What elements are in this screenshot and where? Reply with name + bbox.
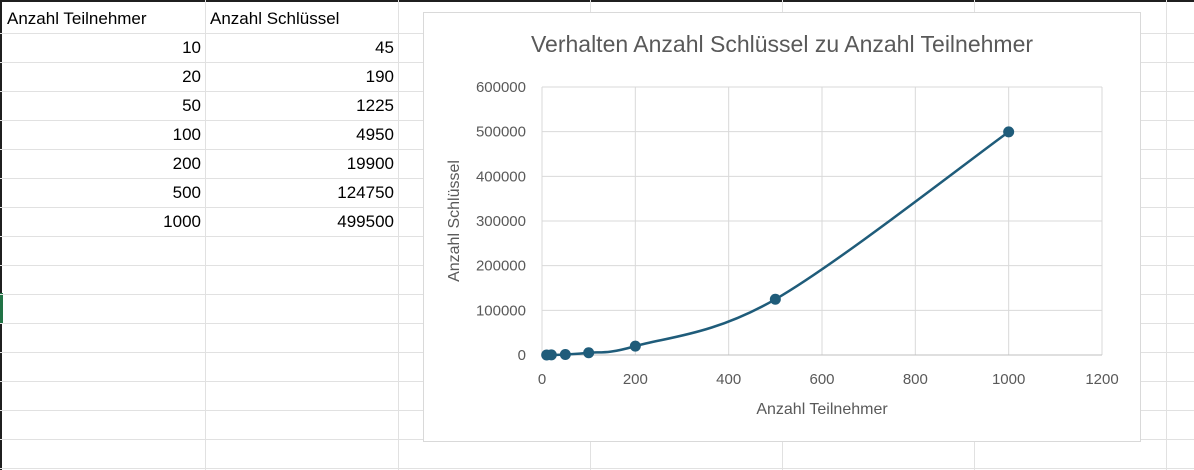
window-top-border — [0, 0, 1194, 2]
cell-teilnehmer[interactable]: 500 — [172, 183, 201, 202]
y-tick-label: 300000 — [476, 213, 526, 230]
y-axis-title: Anzahl Schlüssel — [446, 160, 463, 282]
cell-schluessel[interactable]: 45 — [375, 38, 394, 57]
cell-schluessel[interactable]: 1225 — [356, 96, 394, 115]
chart[interactable]: Verhalten Anzahl Schlüssel zu Anzahl Tei… — [423, 12, 1141, 442]
cell-teilnehmer[interactable]: 10 — [182, 38, 201, 57]
x-tick-label: 0 — [538, 371, 546, 388]
grid-column-line — [1166, 0, 1167, 470]
cell-teilnehmer[interactable]: 20 — [182, 67, 201, 86]
x-axis-title: Anzahl Teilnehmer — [756, 401, 888, 418]
x-tick-label: 400 — [716, 371, 741, 388]
x-tick-label: 1200 — [1085, 371, 1118, 388]
plot-area: 0 200 400 600 800 1000 1200 0 100000 200000 300000… — [446, 79, 1119, 418]
data-point — [769, 293, 781, 305]
row-selection-marker — [0, 293, 3, 323]
cell-teilnehmer[interactable]: 100 — [172, 125, 201, 144]
x-tick-label: 200 — [623, 371, 648, 388]
chart-title: Verhalten Anzahl Schlüssel zu Anzahl Tei… — [530, 31, 1034, 57]
cell-schluessel[interactable]: 124750 — [337, 183, 394, 202]
y-tick-label: 0 — [518, 347, 526, 364]
data-point — [545, 349, 557, 361]
grid-column-line — [398, 0, 399, 470]
cell-teilnehmer[interactable]: 1000 — [163, 212, 201, 231]
x-tick-label: 800 — [903, 371, 928, 388]
grid-column-line — [205, 0, 206, 470]
cell-schluessel[interactable]: 499500 — [337, 212, 394, 231]
series-line — [546, 130, 1010, 357]
cell-schluessel[interactable]: 19900 — [346, 154, 394, 173]
data-point — [559, 348, 571, 360]
header-cell-teilnehmer[interactable]: Anzahl Teilnehmer — [7, 9, 147, 28]
grid-row-line — [0, 468, 1194, 469]
window-left-border — [0, 0, 2, 470]
y-tick-label: 500000 — [476, 124, 526, 141]
y-tick-label: 200000 — [476, 258, 526, 275]
cell-teilnehmer[interactable]: 200 — [172, 154, 201, 173]
x-tick-label: 1000 — [992, 371, 1025, 388]
y-tick-label: 600000 — [476, 79, 526, 96]
header-cell-schluessel[interactable]: Anzahl Schlüssel — [210, 9, 340, 28]
data-point — [1003, 126, 1015, 138]
data-point — [629, 340, 641, 352]
cell-schluessel[interactable]: 190 — [365, 67, 394, 86]
cell-teilnehmer[interactable]: 50 — [182, 96, 201, 115]
data-point — [583, 347, 595, 359]
y-tick-label: 400000 — [476, 168, 526, 185]
cell-schluessel[interactable]: 4950 — [356, 125, 394, 144]
x-tick-label: 600 — [809, 371, 834, 388]
y-tick-label: 100000 — [476, 302, 526, 319]
